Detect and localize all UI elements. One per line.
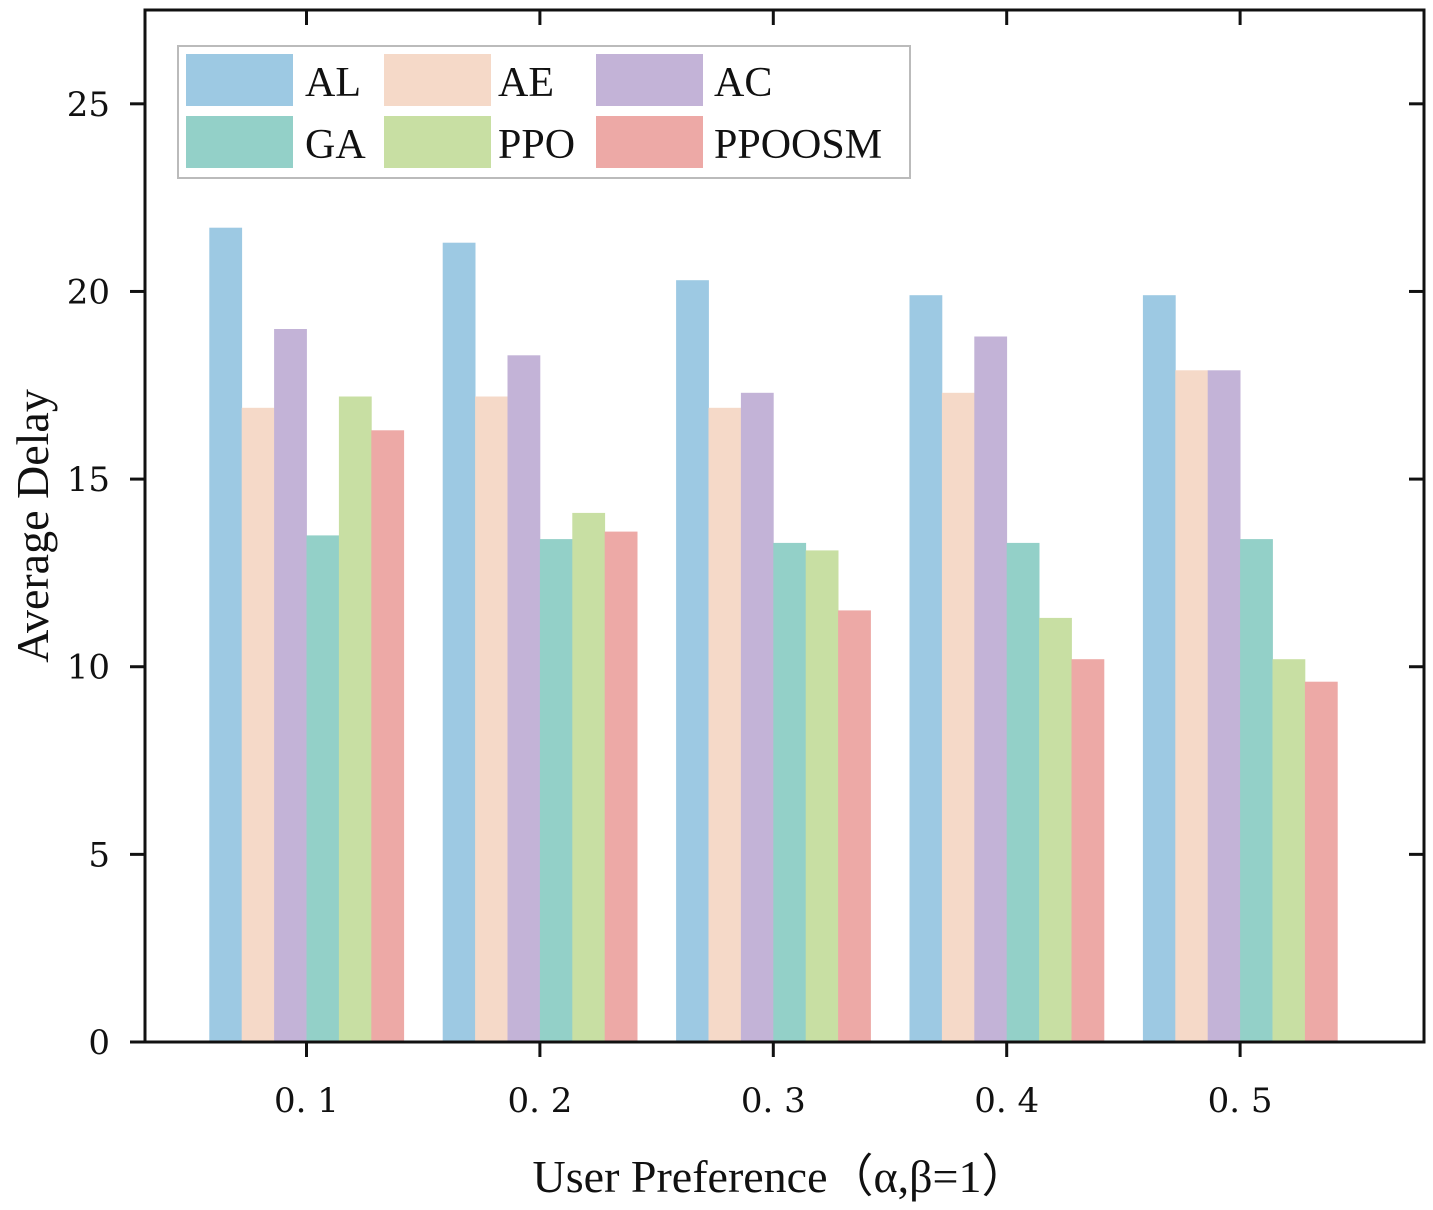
bar-ac-2 [507,355,541,1042]
bar-ppoosm-1 [371,430,405,1042]
legend-label-al: AL [305,60,361,106]
y-tick-label: 15 [67,460,110,500]
y-axis-title: Average Delay [7,389,58,663]
legend-swatch-ppoosm [596,116,703,168]
bar-al-4 [909,295,943,1042]
x-tick-label: 0. 2 [507,1081,572,1121]
bar-ppoosm-2 [604,531,638,1042]
bar-ppoosm-4 [1071,659,1105,1042]
bar-ppoosm-3 [838,610,871,1042]
legend-label-ppoosm: PPOOSM [714,122,882,168]
bar-al-2 [442,242,476,1042]
bar-al-1 [209,227,243,1042]
bar-ae-2 [475,396,508,1042]
x-tick-label: 0. 4 [974,1081,1039,1121]
x-tick-label: 0. 3 [741,1081,806,1121]
x-axis-title: User Preference（α,β=1） [533,1151,1028,1202]
bar-ae-1 [241,407,275,1042]
legend-label-ppo: PPO [498,122,575,168]
legend-box [177,45,911,179]
legend-label-ac: AC [714,60,772,106]
legend-swatch-ae [384,54,491,106]
legend: AL AE AC GA PPO PPOOSM [177,45,911,179]
x-tick-label: 0. 1 [274,1081,339,1121]
y-tick-label: 5 [88,835,110,875]
legend-swatch-al [186,54,293,106]
y-tick-label: 25 [67,85,110,125]
legend-swatch-ppo [384,116,491,168]
y-tick-label: 0 [88,1023,110,1063]
y-tick-label: 10 [67,648,110,688]
bar-ga-4 [1006,542,1040,1042]
x-tick-label: 0. 5 [1208,1081,1273,1121]
bar-ppo-2 [572,512,606,1042]
bars-group [209,227,1338,1042]
bar-ac-5 [1207,370,1241,1042]
bar-al-3 [676,280,709,1042]
bar-ppo-1 [338,396,372,1042]
bar-ac-3 [740,392,774,1042]
bar-ppo-4 [1039,617,1072,1042]
bar-ga-2 [539,539,573,1042]
bar-ae-5 [1175,370,1209,1042]
bar-ae-3 [708,407,742,1042]
bar-ga-5 [1240,539,1273,1042]
legend-swatch-ga [186,116,293,168]
legend-label-ga: GA [305,122,366,168]
bar-ga-1 [306,535,340,1042]
bar-al-5 [1142,295,1176,1042]
bar-ac-1 [274,329,307,1042]
bar-ga-3 [773,542,807,1042]
legend-label-ae: AE [498,60,554,106]
bar-ppo-5 [1272,659,1306,1042]
plot-frame [143,8,1426,1044]
legend-swatch-ac [596,54,703,106]
x-axis-ticks: 0. 1 0. 2 0. 3 0. 4 0. 5 [274,10,1273,1121]
y-axis-ticks: 0 5 10 15 20 25 [67,85,1424,1063]
bar-ppo-3 [805,550,839,1042]
bar-ae-4 [941,392,975,1042]
bar-ac-4 [974,336,1008,1042]
bar-ppoosm-5 [1304,681,1338,1042]
y-tick-label: 20 [67,272,110,312]
